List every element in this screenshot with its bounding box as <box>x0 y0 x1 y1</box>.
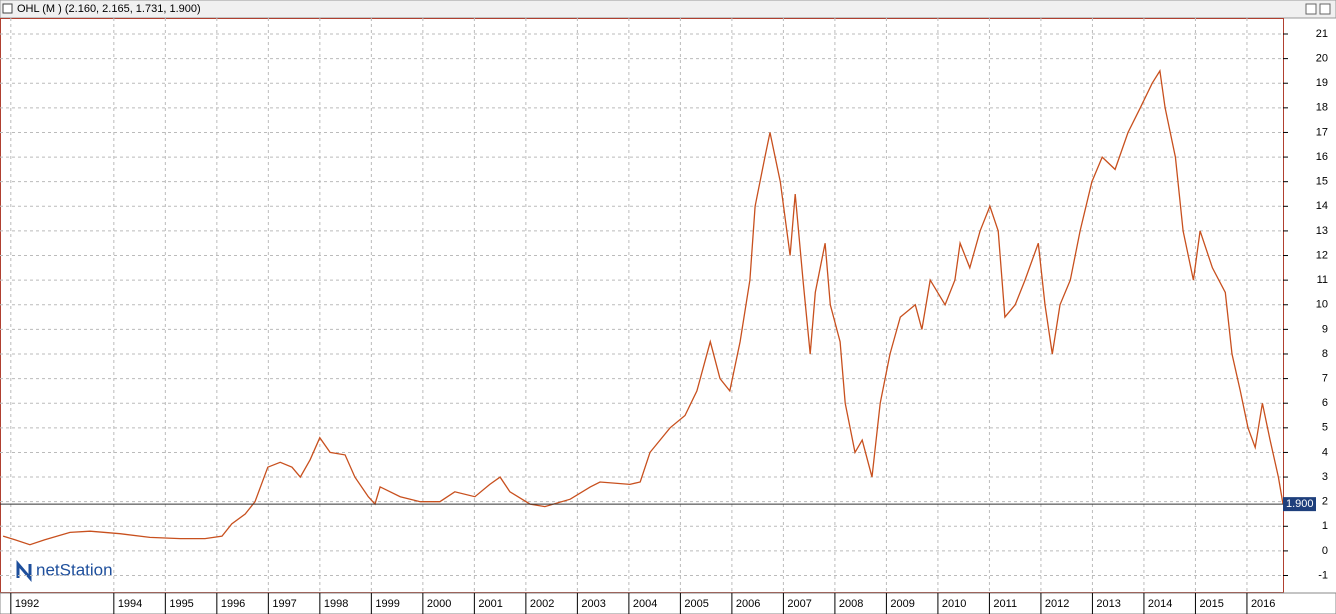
y-tick-label: 16 <box>1316 151 1328 163</box>
y-tick-label: 11 <box>1317 274 1328 286</box>
y-tick-label: 7 <box>1322 373 1328 385</box>
x-tick-label: 2007 <box>787 598 811 610</box>
x-axis-bar <box>0 592 1336 614</box>
x-tick-label: 2010 <box>942 598 966 610</box>
y-tick-label: 8 <box>1322 348 1328 360</box>
y-tick-label: -1 <box>1318 569 1328 581</box>
x-tick-label: 2011 <box>993 598 1017 610</box>
y-tick-label: 3 <box>1322 471 1328 483</box>
x-tick-label: 2012 <box>1045 598 1069 610</box>
y-tick-label: 18 <box>1316 102 1328 114</box>
plot-area <box>0 18 1284 593</box>
x-tick-label: 2002 <box>530 598 554 610</box>
x-tick-label: 2013 <box>1096 598 1120 610</box>
y-tick-label: 21 <box>1316 28 1328 40</box>
x-tick-label: 2006 <box>736 598 760 610</box>
y-tick-label: 20 <box>1316 53 1328 65</box>
y-tick-label: 15 <box>1316 176 1328 188</box>
x-tick-label: 1998 <box>324 598 348 610</box>
x-tick-label: 2003 <box>581 598 605 610</box>
y-tick-label: 4 <box>1322 446 1328 458</box>
x-tick-label: 1996 <box>221 598 245 610</box>
y-tick-label: 13 <box>1316 225 1328 237</box>
x-tick-label: 1995 <box>169 598 193 610</box>
y-tick-label: 1 <box>1322 520 1328 532</box>
y-tick-label: 12 <box>1316 249 1328 261</box>
y-tick-label: 2 <box>1322 496 1328 508</box>
y-tick-label: 17 <box>1316 126 1328 138</box>
last-price-label: 1.900 <box>1286 498 1314 510</box>
y-tick-label: 14 <box>1316 200 1328 212</box>
x-tick-label: 1994 <box>118 598 142 610</box>
logo: netStation <box>16 559 113 583</box>
x-tick-label: 2016 <box>1251 598 1275 610</box>
x-tick-label: 2000 <box>427 598 451 610</box>
x-tick-label: 2014 <box>1148 598 1172 610</box>
chart-title: OHL (M ) (2.160, 2.165, 1.731, 1.900) <box>17 3 201 15</box>
x-tick-label: 2004 <box>633 598 657 610</box>
x-tick-label: 1997 <box>272 598 296 610</box>
x-tick-label: 2001 <box>478 598 502 610</box>
y-tick-label: 6 <box>1322 397 1328 409</box>
x-tick-label: 2015 <box>1199 598 1223 610</box>
x-tick-label: 2005 <box>684 598 708 610</box>
logo-mark <box>16 559 32 583</box>
price-line <box>2 69 1284 546</box>
restore-button[interactable] <box>1305 3 1317 15</box>
x-tick-label: 2008 <box>839 598 863 610</box>
y-tick-label: 10 <box>1316 299 1328 311</box>
last-price-box <box>1283 497 1316 512</box>
close-button[interactable] <box>1319 3 1331 15</box>
y-tick-label: 5 <box>1322 422 1328 434</box>
x-tick-label: 1999 <box>375 598 399 610</box>
y-tick-label: 9 <box>1322 323 1328 335</box>
x-tick-label: 1992 <box>15 598 39 610</box>
x-tick-label: 2009 <box>890 598 914 610</box>
logo-text: netStation <box>36 560 113 579</box>
window-icon <box>2 3 13 14</box>
y-tick-label: 19 <box>1316 77 1328 89</box>
y-tick-label: 0 <box>1322 545 1328 557</box>
